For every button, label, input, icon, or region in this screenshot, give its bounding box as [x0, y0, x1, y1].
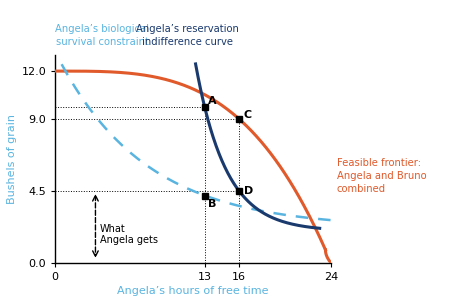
Y-axis label: Bushels of grain: Bushels of grain — [7, 114, 17, 204]
Text: Feasible frontier:
Angela and Bruno
combined: Feasible frontier: Angela and Bruno comb… — [336, 158, 425, 194]
Text: C: C — [243, 110, 252, 120]
X-axis label: Angela’s hours of free time: Angela’s hours of free time — [117, 286, 269, 296]
Text: What
Angela gets: What Angela gets — [100, 224, 158, 245]
Text: Angela’s biological
survival constraint: Angela’s biological survival constraint — [55, 24, 149, 47]
Text: B: B — [207, 199, 216, 209]
Text: D: D — [243, 186, 252, 196]
Text: A: A — [207, 96, 216, 106]
Text: Angela’s reservation
indifference curve: Angela’s reservation indifference curve — [136, 24, 239, 47]
